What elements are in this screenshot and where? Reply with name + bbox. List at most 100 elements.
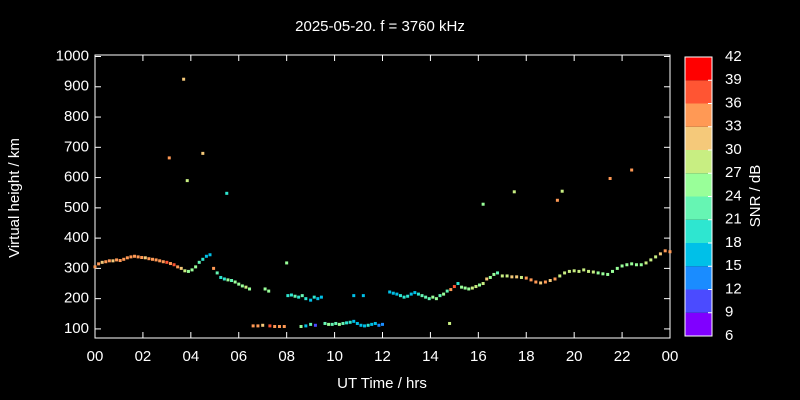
point [345, 321, 349, 325]
point [370, 322, 374, 326]
point [167, 156, 171, 160]
chart-title: 2025-05-20. f = 3760 kHz [295, 18, 465, 35]
point [140, 255, 144, 259]
colorbar-band [685, 266, 712, 290]
point [582, 268, 586, 272]
point [289, 293, 293, 297]
point [543, 280, 547, 284]
colorbar-tick-label: 24 [725, 187, 742, 204]
point [197, 260, 201, 264]
point [313, 323, 317, 327]
colorbar-tick-label: 18 [725, 234, 742, 251]
point [488, 275, 492, 279]
point [190, 268, 194, 272]
point [481, 202, 485, 206]
point [268, 324, 272, 328]
point [420, 294, 424, 298]
point [601, 272, 605, 276]
point [341, 321, 345, 325]
point [591, 270, 595, 274]
x-tick-label: 12 [374, 348, 391, 365]
point [515, 275, 519, 279]
point [630, 168, 634, 172]
point [282, 324, 286, 328]
point [558, 274, 562, 278]
point [161, 260, 165, 264]
x-tick-label: 22 [614, 348, 631, 365]
point [449, 288, 453, 292]
point [448, 321, 452, 325]
point [297, 295, 301, 299]
point [312, 295, 316, 299]
point [409, 292, 413, 296]
colorbar-band [685, 289, 712, 313]
point [366, 323, 370, 327]
point [596, 271, 600, 275]
point [658, 252, 662, 256]
colorbar-tick-label: 42 [725, 48, 742, 65]
point [334, 321, 338, 325]
point [327, 322, 331, 326]
point [293, 294, 297, 298]
point [337, 322, 341, 326]
point [115, 258, 119, 262]
point [323, 321, 327, 325]
point [222, 277, 226, 281]
point [240, 284, 244, 288]
point [442, 292, 446, 296]
point [395, 292, 399, 296]
point [330, 322, 334, 326]
colorbar-tick-label: 12 [725, 280, 742, 297]
point [183, 269, 187, 273]
point [510, 275, 514, 279]
colorbar-tick-label: 36 [725, 94, 742, 111]
point [118, 259, 122, 263]
point [625, 263, 629, 267]
colorbar-band [685, 312, 712, 336]
point [219, 275, 223, 279]
point [381, 322, 384, 326]
y-tick-label: 200 [64, 290, 89, 307]
point [319, 295, 323, 299]
x-tick-label: 00 [87, 348, 104, 365]
x-tick-label: 16 [470, 348, 487, 365]
point [587, 269, 591, 273]
point [233, 280, 237, 284]
point [267, 289, 271, 293]
point [615, 266, 619, 270]
point [512, 190, 516, 194]
point [204, 254, 208, 258]
point [606, 272, 610, 276]
point [413, 291, 417, 295]
point [474, 285, 478, 289]
x-tick-label: 10 [326, 348, 343, 365]
point [248, 287, 252, 291]
point [416, 292, 420, 296]
x-axis-label: UT Time / hrs [337, 375, 427, 392]
point [133, 254, 137, 258]
point [355, 321, 359, 325]
point [143, 256, 147, 260]
colorbar-band [685, 80, 712, 104]
point [136, 255, 140, 259]
point [263, 287, 267, 291]
point [261, 323, 265, 327]
point [172, 263, 176, 267]
y-tick-label: 700 [64, 138, 89, 155]
point [304, 324, 308, 328]
point [663, 249, 667, 253]
point [485, 277, 489, 281]
x-tick-label: 06 [230, 348, 247, 365]
y-tick-label: 1000 [56, 47, 89, 64]
colorbar-band [685, 196, 712, 220]
x-tick-label: 08 [278, 348, 295, 365]
point [168, 262, 172, 266]
point [548, 278, 552, 282]
point [309, 298, 313, 302]
point [215, 271, 219, 275]
y-tick-label: 300 [64, 259, 89, 276]
point [555, 198, 559, 202]
point [122, 257, 126, 261]
point [431, 295, 435, 299]
